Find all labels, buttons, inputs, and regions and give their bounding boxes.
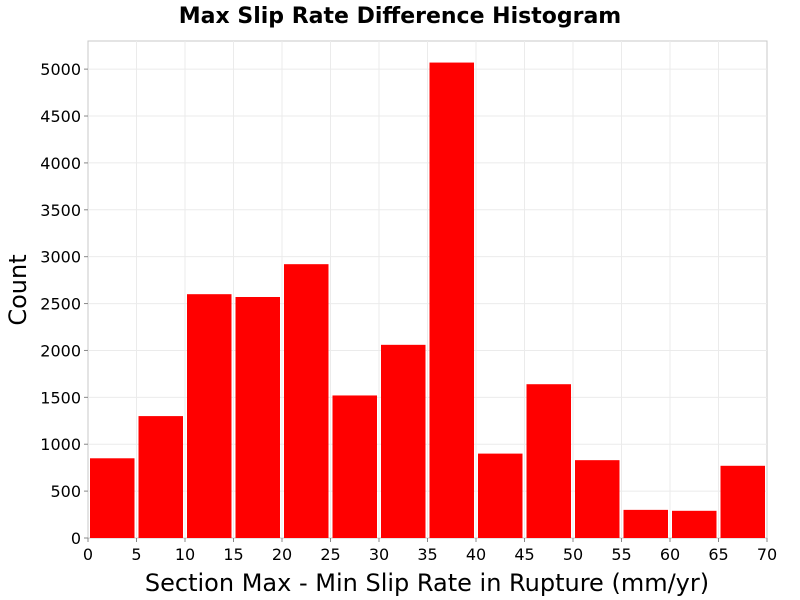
x-tick-label: 15 — [223, 545, 243, 564]
y-tick-label: 3500 — [40, 201, 81, 220]
x-tick-label: 60 — [660, 545, 680, 564]
histogram-bar — [138, 416, 183, 538]
x-tick-label: 65 — [708, 545, 728, 564]
histogram-bar — [672, 510, 717, 538]
y-axis-ticks: 0 500 1000 1500 2000 2500 3000 3500 4000 4500 5000 — [40, 60, 88, 548]
x-tick-label: 25 — [320, 545, 340, 564]
histogram-bar — [720, 465, 765, 538]
x-tick-label: 20 — [272, 545, 292, 564]
x-tick-label: 30 — [369, 545, 389, 564]
histogram-bar — [381, 344, 426, 538]
x-tick-label: 40 — [466, 545, 486, 564]
x-axis-ticks: 0 5 10 15 20 25 30 35 40 45 50 55 60 65 70 — [83, 538, 777, 564]
y-tick-label: 500 — [50, 482, 81, 501]
histogram-bar — [284, 264, 329, 538]
chart-title: Max Slip Rate Difference Histogram — [179, 4, 621, 29]
x-tick-label: 35 — [417, 545, 437, 564]
y-axis-label: Count — [4, 254, 32, 325]
x-tick-label: 55 — [611, 545, 631, 564]
histogram-bar — [90, 458, 135, 538]
x-tick-label: 0 — [83, 545, 93, 564]
x-tick-label: 70 — [757, 545, 777, 564]
x-tick-label: 50 — [563, 545, 583, 564]
y-tick-label: 0 — [71, 529, 81, 548]
bars — [90, 62, 765, 538]
x-axis-label: Section Max - Min Slip Rate in Rupture (… — [145, 569, 709, 597]
y-tick-label: 4000 — [40, 154, 81, 173]
y-tick-label: 3000 — [40, 248, 81, 267]
y-tick-label: 4500 — [40, 107, 81, 126]
histogram-bar — [332, 395, 377, 538]
histogram-bar — [623, 509, 668, 538]
y-tick-label: 5000 — [40, 60, 81, 79]
histogram-bar — [235, 297, 280, 538]
y-tick-label: 1500 — [40, 388, 81, 407]
x-tick-label: 5 — [131, 545, 141, 564]
x-tick-label: 10 — [175, 545, 195, 564]
x-tick-label: 45 — [514, 545, 534, 564]
histogram-bar — [478, 453, 523, 538]
histogram-bar — [526, 384, 571, 538]
histogram-bar — [187, 294, 232, 538]
y-tick-label: 2500 — [40, 295, 81, 314]
histogram-bar — [429, 62, 474, 538]
y-tick-label: 2000 — [40, 341, 81, 360]
histogram-bar — [575, 460, 620, 538]
y-tick-label: 1000 — [40, 435, 81, 454]
